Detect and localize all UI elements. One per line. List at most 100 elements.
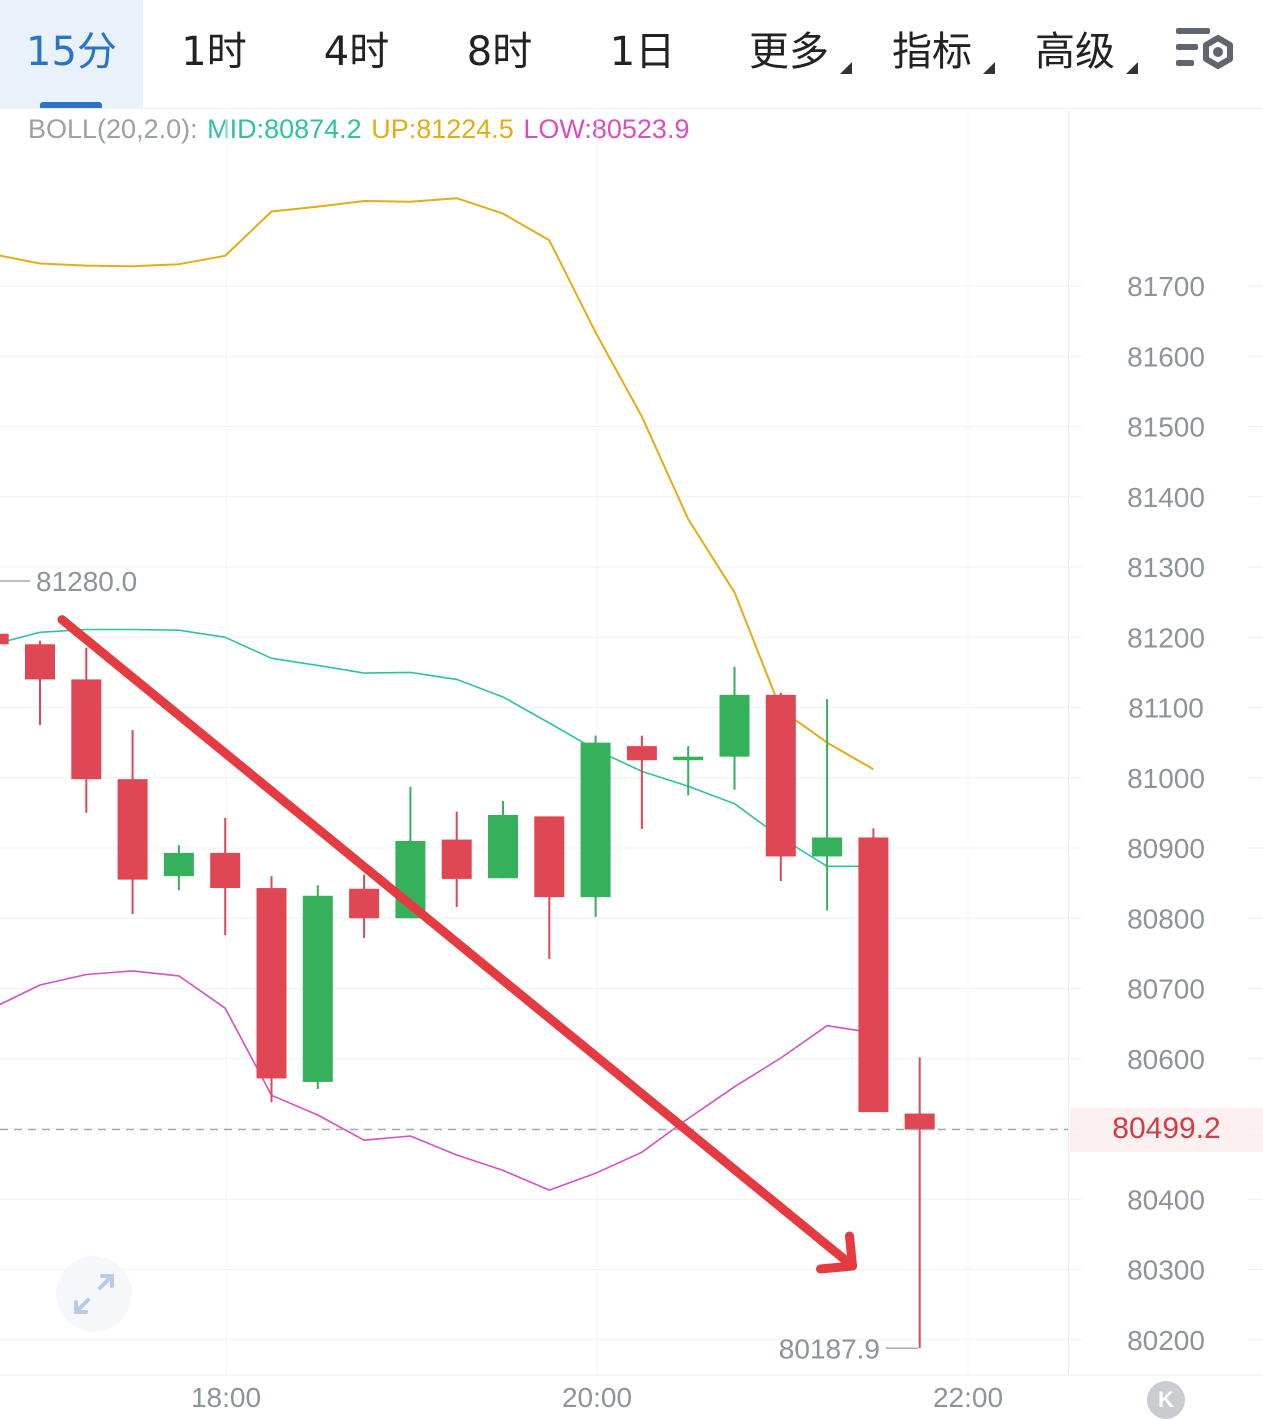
candle-body: [812, 837, 843, 857]
dropdown-caret-icon: [983, 62, 995, 74]
tab-1d[interactable]: 1日: [571, 0, 714, 108]
candles: [0, 633, 935, 1349]
candle-body: [765, 694, 796, 857]
boll-name: BOLL(20,2.0):: [28, 114, 198, 144]
candle-body: [441, 839, 472, 879]
fullscreen-button[interactable]: [56, 1256, 132, 1332]
tab-15min[interactable]: 15分: [0, 0, 143, 108]
expand-arrows-icon: [74, 1274, 114, 1314]
candle-body: [349, 888, 380, 919]
current-price-label: 80499.2: [1112, 1112, 1221, 1145]
tab-label: 4时: [323, 29, 390, 75]
candle-body: [488, 814, 518, 879]
grid-lines: [0, 110, 1263, 1376]
timeframe-tab-bar: 15分 1时 4时 8时 1日 更多 指标 高级: [0, 0, 1263, 109]
active-tab-indicator: [40, 102, 102, 108]
k-line-logo-icon: K: [1147, 1381, 1185, 1419]
candle-body: [534, 816, 565, 898]
candle-body: [673, 756, 704, 761]
candle-body: [858, 837, 889, 1113]
tab-label: 更多: [749, 29, 829, 75]
y-tick-label: 80700: [1127, 974, 1205, 1005]
candle: [163, 845, 194, 891]
tab-8h[interactable]: 8时: [428, 0, 571, 108]
candle-body: [580, 742, 611, 898]
candle: [302, 885, 333, 1089]
candle: [210, 817, 241, 936]
y-tick-label: 81000: [1127, 763, 1205, 794]
y-tick-label: 81300: [1127, 552, 1205, 583]
trend-arrow-head: [816, 1231, 857, 1274]
y-tick-label: 81700: [1127, 271, 1205, 302]
candle: [71, 647, 102, 813]
candle: [904, 1057, 935, 1349]
x-tick-label: 18:00: [191, 1382, 261, 1413]
tab-advanced[interactable]: 高级: [1016, 0, 1138, 108]
chart-annotations: 81280.0 80187.9: [0, 566, 1068, 1364]
dropdown-caret-icon: [1126, 62, 1138, 74]
y-tick-label: 80900: [1127, 833, 1205, 864]
candle: [626, 735, 657, 830]
y-tick-label: 80600: [1127, 1044, 1205, 1075]
candle-body: [719, 694, 750, 757]
y-tick-label: 81500: [1127, 412, 1205, 443]
y-tick-label: 81600: [1127, 341, 1205, 372]
candle-body: [163, 852, 194, 877]
y-tick-label: 80800: [1127, 903, 1205, 934]
tab-more[interactable]: 更多: [730, 0, 852, 108]
candle: [0, 633, 9, 645]
candle-body: [210, 852, 241, 889]
y-tick-label: 81400: [1127, 482, 1205, 513]
high-marker-label: 81280.0: [36, 566, 137, 597]
boll-mid-line: [0, 628, 874, 868]
settings-icon[interactable]: [1172, 22, 1238, 82]
axes: 81700 81600 81500 81400 81300 81200 81100 81000…: [191, 271, 1205, 1413]
tab-label: 15分: [26, 29, 117, 75]
candle-body: [256, 888, 287, 1079]
candle-body: [117, 779, 148, 880]
tab-label: 1日: [609, 29, 676, 75]
tab-1h[interactable]: 1时: [143, 0, 285, 108]
candle: [488, 800, 518, 879]
boll-up-line: [0, 197, 874, 771]
y-tick-label: 80400: [1127, 1184, 1205, 1215]
trend-arrow-shaft: [57, 615, 857, 1271]
candle: [349, 874, 380, 938]
tab-4h[interactable]: 4时: [285, 0, 428, 108]
boll-bands: [0, 197, 874, 1191]
candle: [858, 828, 889, 1113]
price-axis-divider: [1068, 110, 1069, 1375]
candle: [812, 699, 843, 911]
candle-body: [302, 895, 333, 1082]
candle-body: [0, 633, 9, 645]
candle: [25, 640, 55, 726]
current-price-highlight: [1070, 1108, 1263, 1152]
candle: [534, 816, 565, 959]
tab-label: 高级: [1035, 29, 1115, 75]
boll-low-value: LOW:80523.9: [523, 114, 690, 144]
x-tick-label: 22:00: [933, 1382, 1003, 1413]
candle: [117, 729, 148, 915]
tab-indicators[interactable]: 指标: [873, 0, 995, 108]
candle-body: [71, 679, 102, 780]
y-tick-label: 80300: [1127, 1255, 1205, 1286]
y-tick-label: 80200: [1127, 1325, 1205, 1356]
tab-label: 指标: [892, 29, 972, 75]
candle: [719, 666, 750, 790]
candle-body: [904, 1113, 935, 1130]
tab-label: 1时: [181, 29, 247, 75]
boll-indicator-legend: BOLL(20,2.0): MID:80874.2 UP:81224.5 LOW…: [28, 114, 691, 145]
candle-body: [25, 644, 55, 680]
y-tick-label: 81200: [1127, 622, 1205, 653]
boll-mid-value: MID:80874.2: [207, 114, 362, 144]
dropdown-caret-icon: [840, 62, 852, 74]
boll-low-line: [0, 970, 874, 1191]
tab-label: 8时: [466, 29, 533, 75]
candle: [580, 735, 611, 917]
boll-up-value: UP:81224.5: [371, 114, 514, 144]
candle: [441, 811, 472, 908]
candle: [765, 692, 796, 882]
low-marker-label: 80187.9: [779, 1333, 880, 1364]
x-tick-label: 20:00: [562, 1382, 632, 1413]
